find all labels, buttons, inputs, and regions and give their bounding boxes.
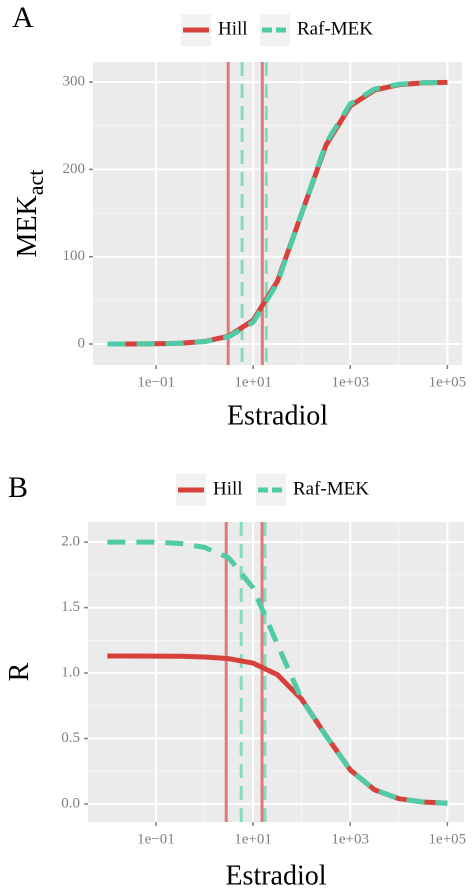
panel-label: A (12, 1, 34, 34)
x-tick-label: 1e+03 (331, 831, 369, 847)
y-axis-label-main: R (4, 662, 35, 681)
panel-label: B (8, 471, 28, 504)
y-axis-label-main: MEK (12, 195, 43, 257)
y-tick-label: 2.0 (61, 534, 80, 550)
y-tick-label: 0 (78, 335, 86, 351)
y-tick-label: 200 (63, 161, 86, 177)
y-axis-label: MEKact (12, 170, 48, 258)
y-tick-label: 0.0 (61, 795, 80, 811)
y-axis-label-subscript: act (23, 170, 48, 196)
legend-label: Hill (218, 18, 248, 39)
x-axis-label: Estradiol (227, 400, 328, 431)
series-line (107, 79, 448, 347)
x-tick-label: 1e+01 (234, 374, 272, 390)
x-tick-label: 1e+03 (331, 374, 369, 390)
legend-label: Raf-MEK (293, 478, 369, 499)
y-tick-label: 0.5 (61, 730, 80, 746)
y-tick-label: 1.5 (61, 599, 80, 615)
x-tick-label: 1e+05 (429, 374, 467, 390)
x-axis-label: Estradiol (225, 860, 326, 891)
y-axis-label: R (4, 662, 35, 681)
y-tick-label: 300 (63, 74, 86, 90)
legend-label: Hill (213, 478, 243, 499)
x-tick-label: 1e−01 (137, 374, 175, 390)
panel: 1e−01 1e+01 1e+03 1e+05 0.0 0.5 1.0 1.5 2.0 B Estr… (4, 471, 466, 892)
x-tick-label: 1e+01 (234, 831, 272, 847)
x-tick-label: 1e−01 (137, 831, 175, 847)
x-tick-label: 1e+05 (429, 831, 467, 847)
legend-label: Raf-MEK (297, 18, 373, 39)
panel: 1e−01 1e+01 1e+03 1e+05 0 100 200 300 A Estradiol… (12, 1, 466, 432)
y-tick-label: 100 (63, 248, 86, 264)
y-tick-label: 1.0 (61, 664, 80, 680)
series-line (107, 539, 448, 806)
